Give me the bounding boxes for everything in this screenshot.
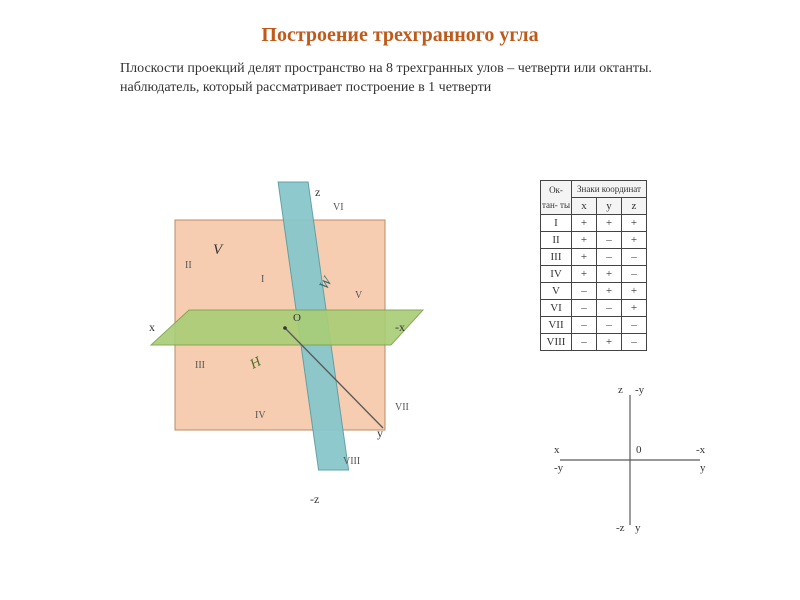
th-octants: Ок- тан- ты xyxy=(541,181,572,215)
table-row: II + – + xyxy=(541,232,647,249)
cell: + xyxy=(597,334,622,351)
table-row: VIII – + – xyxy=(541,334,647,351)
octant-5-label: V xyxy=(355,290,362,301)
cell: – xyxy=(597,317,622,334)
origin-dot xyxy=(283,326,287,330)
octant-7-label: VII xyxy=(395,402,409,413)
cell: + xyxy=(622,232,647,249)
octant-1-label: I xyxy=(261,274,264,285)
cell: – xyxy=(622,249,647,266)
table-header-row-1: Ок- тан- ты Знаки координат xyxy=(541,181,647,198)
row-label: V xyxy=(541,283,572,300)
th-x: x xyxy=(572,198,597,215)
octant-8-label: VIII xyxy=(343,456,360,467)
cell: + xyxy=(622,215,647,232)
cell: – xyxy=(622,334,647,351)
page-title: Построение трехгранного угла xyxy=(0,24,800,47)
cell: + xyxy=(622,283,647,300)
th-signs: Знаки координат xyxy=(572,181,647,198)
row-label: VIII xyxy=(541,334,572,351)
cell: – xyxy=(572,317,597,334)
octant-4-label: IV xyxy=(255,410,266,421)
table-row: IV + + – xyxy=(541,266,647,283)
table-row: VII – – – xyxy=(541,317,647,334)
octant-signs-table-wrap: Ок- тан- ты Знаки координат x y z I + + … xyxy=(540,180,647,351)
cell: – xyxy=(572,283,597,300)
cell: – xyxy=(597,300,622,317)
plane-h-shape xyxy=(151,310,423,345)
axis-x-label: x xyxy=(149,320,155,335)
small-y-right: y xyxy=(700,462,706,474)
axis-y-label: y xyxy=(377,426,383,441)
cell: + xyxy=(572,215,597,232)
small-origin-label: 0 xyxy=(636,444,642,456)
cell: – xyxy=(597,232,622,249)
axis-minus-x-label: -x xyxy=(395,320,405,335)
origin-label: O xyxy=(293,312,301,324)
cell: – xyxy=(622,317,647,334)
small-y-bottom: y xyxy=(635,522,641,534)
row-label: IV xyxy=(541,266,572,283)
row-label: I xyxy=(541,215,572,232)
th-z: z xyxy=(622,198,647,215)
cell: + xyxy=(622,300,647,317)
axis-minus-z-label: -z xyxy=(310,492,319,507)
table-row: VI – – + xyxy=(541,300,647,317)
cell: – xyxy=(572,300,597,317)
axis-z-label: z xyxy=(315,185,320,200)
plane-v-label: V xyxy=(213,242,222,259)
small-minus-x-label: -x xyxy=(696,444,705,456)
small-x-label: x xyxy=(554,444,560,456)
small-minus-y-left: -y xyxy=(554,462,563,474)
row-label: III xyxy=(541,249,572,266)
cell: + xyxy=(597,215,622,232)
small-minus-z-label: -z xyxy=(616,522,625,534)
cell: + xyxy=(572,249,597,266)
row-label: VII xyxy=(541,317,572,334)
cell: + xyxy=(597,283,622,300)
octant-2-label: II xyxy=(185,260,192,271)
cell: – xyxy=(597,249,622,266)
trihedral-svg xyxy=(115,160,435,520)
octant-signs-table: Ок- тан- ты Знаки координат x y z I + + … xyxy=(540,180,647,351)
octant-3-label: III xyxy=(195,360,205,371)
cell: – xyxy=(572,334,597,351)
description-paragraph: Плоскости проекций делят пространство на… xyxy=(120,60,690,98)
cell: + xyxy=(572,266,597,283)
table-row: V – + + xyxy=(541,283,647,300)
small-z-label: z xyxy=(618,384,623,396)
table-row: I + + + xyxy=(541,215,647,232)
small-minus-y-top: -y xyxy=(635,384,644,396)
trihedral-angle-diagram: z -z x -x y O V W H I II III IV V VI VII… xyxy=(115,160,435,520)
cell: + xyxy=(572,232,597,249)
axes-small-diagram: z -y x -y -x y -z y 0 xyxy=(540,380,720,540)
row-label: VI xyxy=(541,300,572,317)
row-label: II xyxy=(541,232,572,249)
axes-small-svg xyxy=(540,380,720,540)
table-row: III + – – xyxy=(541,249,647,266)
th-y: y xyxy=(597,198,622,215)
cell: – xyxy=(622,266,647,283)
octant-6-label: VI xyxy=(333,202,344,213)
cell: + xyxy=(597,266,622,283)
